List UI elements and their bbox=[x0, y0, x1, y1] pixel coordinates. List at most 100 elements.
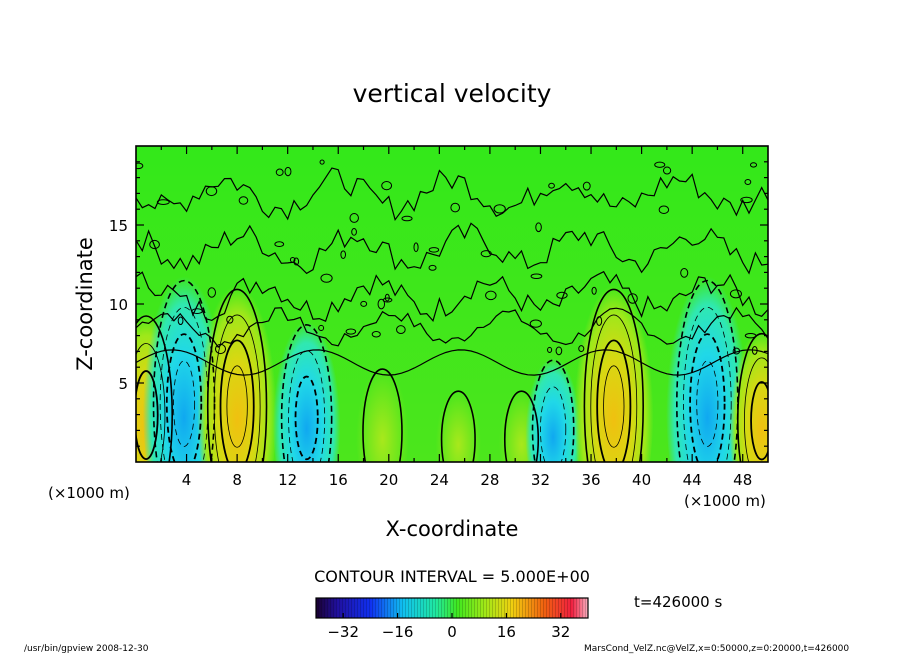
colorbar-tick-label: −16 bbox=[382, 623, 414, 641]
cell-contour-1-2 bbox=[165, 333, 203, 462]
contour-band-3 bbox=[136, 167, 768, 222]
y-axis-label: Z-coordinate bbox=[73, 237, 97, 371]
contour-eddy-14 bbox=[547, 346, 553, 353]
cell-contour-5-0 bbox=[440, 390, 476, 462]
contour-eddy-20 bbox=[578, 345, 585, 353]
contour-eddy-29 bbox=[658, 205, 670, 215]
y-tick-label: 5 bbox=[118, 375, 128, 393]
contour-eddy-42 bbox=[493, 204, 506, 214]
x-tick-label: 36 bbox=[581, 471, 600, 489]
contour-band-0 bbox=[136, 306, 768, 348]
contour-eddy-9 bbox=[371, 331, 381, 338]
x-unit-label-left: (×1000 m) bbox=[48, 484, 130, 502]
x-axis-label: X-coordinate bbox=[386, 517, 519, 541]
contour-eddy-12 bbox=[530, 273, 543, 280]
plot-area bbox=[136, 146, 768, 462]
colorbar-tick-label: 0 bbox=[447, 623, 457, 641]
contour-eddy-33 bbox=[226, 315, 234, 324]
contour-eddy-53 bbox=[480, 250, 492, 258]
contour-eddy-45 bbox=[749, 162, 758, 168]
x-axis-ticks: 4 8 12 16 20 24 28 32 36 40 44 48 bbox=[160, 146, 752, 489]
contour-eddy-54 bbox=[318, 324, 325, 331]
contour-eddy-34 bbox=[345, 328, 357, 335]
contour-eddy-4 bbox=[740, 196, 753, 204]
footer-left: /usr/bin/gpview 2008-12-30 bbox=[24, 644, 149, 654]
contour-eddy-11 bbox=[284, 166, 292, 177]
contour-eddy-43 bbox=[381, 181, 393, 191]
contour-eddy-15 bbox=[319, 159, 325, 165]
contour-eddy-8 bbox=[351, 228, 357, 236]
contour-eddy-56 bbox=[275, 168, 284, 176]
contour-eddy-57 bbox=[548, 182, 555, 189]
cell-contour-2-2 bbox=[219, 339, 255, 462]
cell-contour-3-2 bbox=[294, 375, 319, 461]
x-tick-label: 4 bbox=[182, 471, 192, 489]
x-tick-label: 20 bbox=[379, 471, 398, 489]
time-label: t=426000 s bbox=[634, 593, 722, 611]
contour-lines bbox=[136, 159, 768, 462]
contour-eddy-1 bbox=[591, 286, 597, 295]
contour-eddy-22 bbox=[744, 178, 752, 186]
cell-contour-4-0 bbox=[362, 368, 403, 462]
contour-eddy-6 bbox=[680, 268, 689, 278]
cell-contour-3-0 bbox=[280, 324, 333, 462]
contour-eddy-30 bbox=[156, 199, 170, 205]
colorbar-stripes bbox=[316, 598, 588, 618]
x-tick-label: 44 bbox=[683, 471, 702, 489]
contour-eddy-23 bbox=[556, 291, 568, 299]
footer-right: MarsCond_VelZ.nc@VelZ,x=0:50000,z=0:2000… bbox=[584, 644, 849, 654]
y-axis-ticks: 5 10 15 bbox=[109, 161, 768, 447]
contour-eddy-39 bbox=[289, 256, 296, 263]
velocity-cell-10 bbox=[729, 320, 768, 462]
contour-eddy-32 bbox=[360, 300, 368, 307]
contour-eddy-41 bbox=[582, 181, 591, 191]
contour-eddy-24 bbox=[377, 298, 386, 310]
cell-contour-1-3 bbox=[173, 360, 196, 447]
colorbar: −32 −16 0 16 32 bbox=[315, 597, 589, 641]
cell-contour-6-0 bbox=[503, 390, 540, 462]
velocity-cell-8 bbox=[574, 271, 654, 462]
velocity-cell-2 bbox=[197, 271, 277, 462]
cell-contour-10-2 bbox=[750, 381, 768, 461]
contour-band-2 bbox=[136, 222, 768, 275]
contour-zero-line bbox=[136, 349, 768, 376]
cell-contour-8-2 bbox=[596, 339, 632, 462]
x-tick-label: 40 bbox=[632, 471, 651, 489]
cell-contour-9-2 bbox=[689, 333, 726, 462]
contour-eddy-51 bbox=[555, 346, 563, 356]
cell-contour-10-0 bbox=[736, 332, 768, 462]
contour-eddy-46 bbox=[627, 293, 638, 304]
y-tick-label: 15 bbox=[109, 217, 128, 235]
x-tick-label: 12 bbox=[278, 471, 297, 489]
contour-eddy-21 bbox=[450, 202, 461, 213]
contour-eddy-40 bbox=[535, 222, 542, 233]
x-tick-label: 28 bbox=[480, 471, 499, 489]
colorbar-tick-label: 16 bbox=[497, 623, 516, 641]
cell-contour-0-1 bbox=[136, 343, 166, 462]
contour-eddy-59 bbox=[396, 325, 406, 335]
contour-eddy-18 bbox=[149, 239, 160, 250]
cell-contour-0-0 bbox=[136, 315, 174, 462]
colorbar-tick-label: 32 bbox=[551, 623, 570, 641]
contour-eddy-3 bbox=[401, 215, 413, 222]
contour-eddy-7 bbox=[238, 196, 249, 205]
contour-eddy-36 bbox=[340, 250, 347, 259]
colorbar-ticks: −32 −16 0 16 32 bbox=[327, 613, 570, 641]
cell-contour-2-3 bbox=[226, 365, 248, 448]
colorbar-tick-label: −32 bbox=[327, 623, 359, 641]
contour-eddy-5 bbox=[320, 273, 333, 283]
contour-eddy-10 bbox=[136, 162, 144, 170]
x-tick-label: 8 bbox=[232, 471, 242, 489]
cell-contour-3-1 bbox=[288, 350, 326, 462]
contour-eddy-49 bbox=[428, 247, 440, 253]
cell-contour-7-1 bbox=[540, 386, 567, 462]
chart-title: vertical velocity bbox=[353, 79, 552, 108]
cell-contour-8-0 bbox=[583, 288, 644, 462]
contour-eddy-31 bbox=[428, 264, 437, 271]
cell-contour-9-3 bbox=[696, 360, 719, 447]
contour-eddy-26 bbox=[654, 161, 666, 168]
contour-eddy-47 bbox=[191, 308, 203, 315]
contour-band-1 bbox=[136, 270, 768, 323]
contour-eddy-38 bbox=[529, 319, 542, 328]
